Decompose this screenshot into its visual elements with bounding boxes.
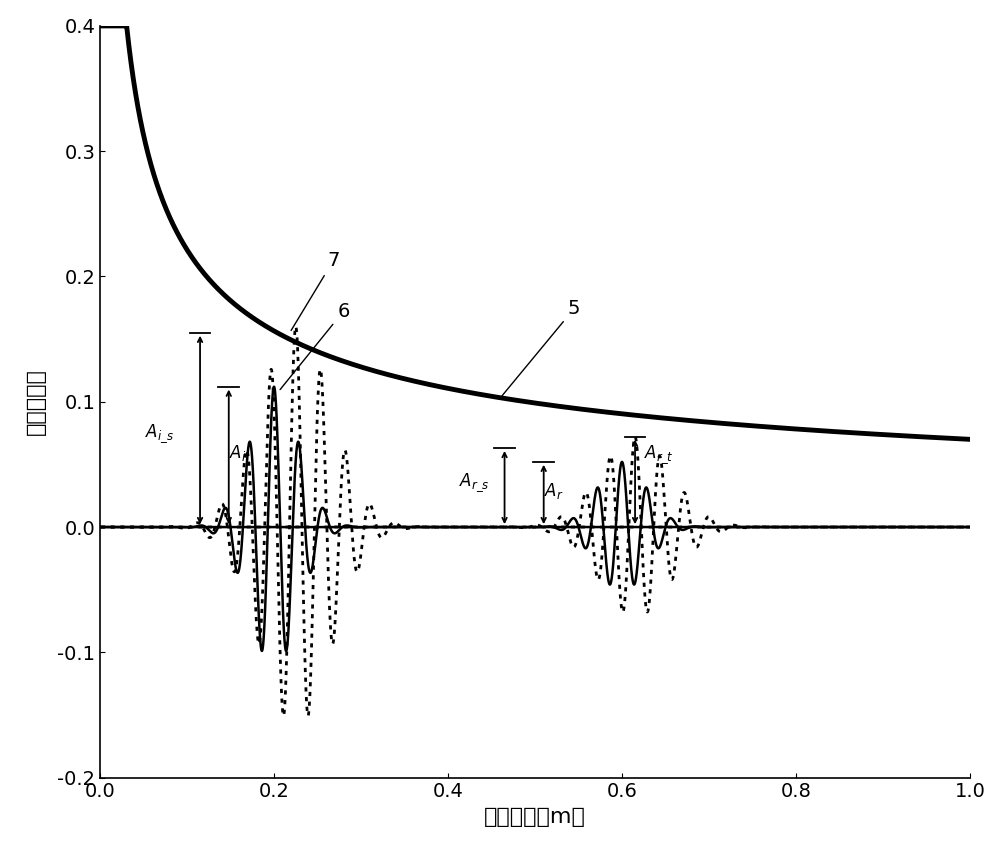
Text: $A_r$: $A_r$: [544, 480, 563, 501]
Y-axis label: 归一化幅値: 归一化幅値: [26, 368, 46, 435]
Text: $A_{r\_s}$: $A_{r\_s}$: [459, 471, 489, 493]
Text: $A_{r\_t}$: $A_{r\_t}$: [644, 444, 674, 466]
Text: $A_i$: $A_i$: [229, 443, 246, 463]
Text: 6: 6: [280, 302, 350, 390]
Text: 5: 5: [502, 299, 580, 396]
Text: 7: 7: [291, 251, 339, 330]
X-axis label: 传播距离（m）: 传播距离（m）: [484, 807, 586, 827]
Text: $A_{i\_s}$: $A_{i\_s}$: [145, 422, 174, 445]
